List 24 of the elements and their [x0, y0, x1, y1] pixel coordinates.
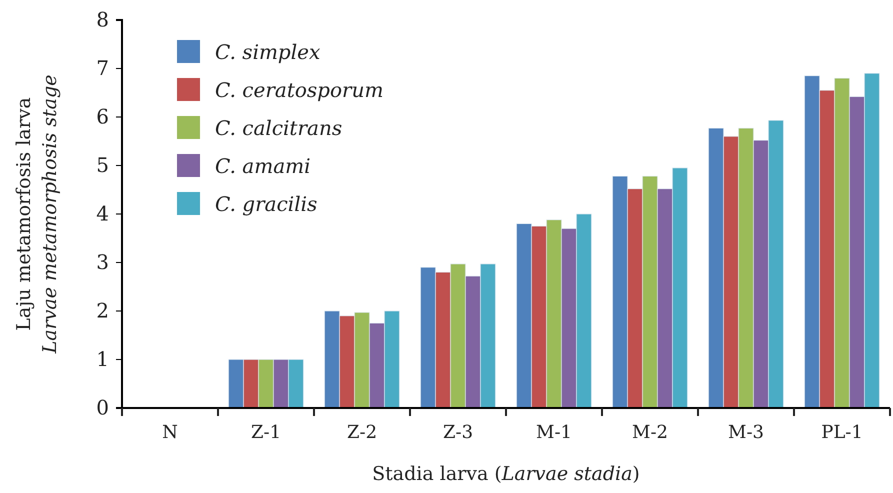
x-tick-label: N [162, 422, 178, 443]
legend-label: C. simplex [215, 40, 320, 64]
x-axis-title: Stadia larva (Larvae stadia) [372, 463, 640, 485]
legend-label: C. gracilis [215, 192, 318, 216]
y-tick-label: 3 [96, 250, 109, 274]
y-tick-label: 5 [96, 152, 109, 177]
x-tick-label: PL-1 [821, 422, 863, 443]
legend-label: C. calcitrans [215, 116, 342, 140]
y-tick-label: 6 [96, 104, 109, 128]
x-tick-label: Z-3 [442, 422, 474, 443]
y-tick-label: 2 [96, 298, 109, 322]
y-tick-label: 7 [96, 56, 109, 80]
legend-label: C. amami [215, 154, 310, 178]
y-tick-label: 1 [96, 346, 109, 371]
y-tick-label: 8 [96, 7, 109, 32]
x-tick-label: M-2 [632, 422, 668, 443]
x-tick-label: Z-1 [250, 422, 282, 443]
y-tick-label: 0 [96, 395, 109, 420]
legend-label: C. ceratosporum [215, 78, 384, 102]
x-tick-label: M-3 [728, 422, 764, 443]
x-tick-label: M-1 [536, 422, 572, 443]
y-tick-label: 4 [96, 201, 109, 226]
y-axis-title: Laju metamorfosis larva Larvae metamorphosis stage [13, 74, 61, 354]
x-tick-label: Z-2 [346, 422, 378, 443]
